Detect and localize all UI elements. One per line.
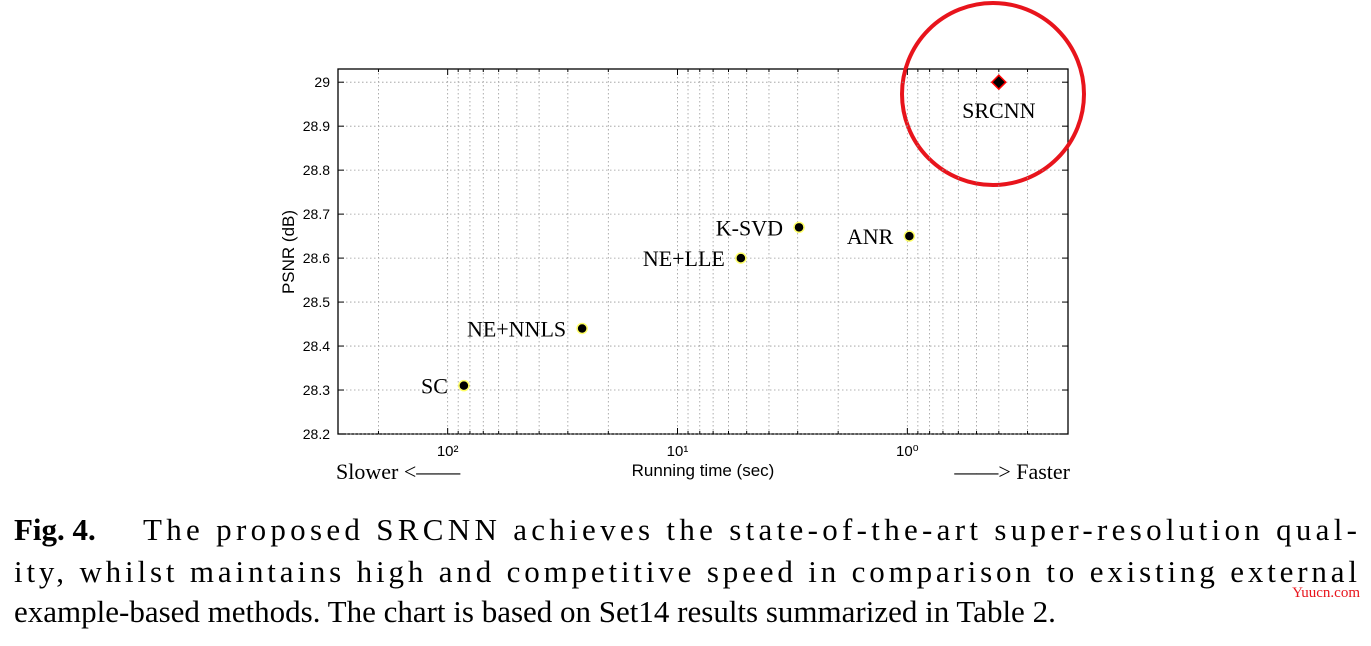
caption-label: Fig. 4. — [14, 512, 96, 547]
faster-note: ——> Faster — [953, 459, 1070, 484]
caption-line: ity, whilst maintains high and competiti… — [14, 554, 1357, 589]
y-tick-label: 28.2 — [303, 426, 330, 442]
point — [576, 322, 588, 335]
point — [903, 230, 916, 242]
x-tick-label: 10² — [437, 443, 459, 460]
point — [735, 252, 747, 264]
point — [793, 221, 805, 234]
caption-line: The proposed SRCNN achieves the state-of… — [143, 512, 1357, 547]
y-tick-label: 28.5 — [303, 294, 330, 310]
caption-line: example-based methods. The chart is base… — [14, 594, 1056, 629]
point-label: SC — [421, 374, 448, 399]
y-tick-label: 28.7 — [303, 206, 330, 222]
highlight-circle — [900, 1, 1086, 187]
point-label: SRCNN — [962, 98, 1035, 123]
x-tick-label: 10⁰ — [896, 443, 919, 460]
point — [458, 379, 470, 392]
y-axis-label: PSNR (dB) — [279, 210, 298, 294]
x-axis-label: Running time (sec) — [632, 461, 775, 480]
y-tick-label: 28.3 — [303, 382, 330, 398]
y-tick-label: 28.4 — [303, 338, 330, 354]
point — [990, 74, 1007, 91]
watermark: Yuucn.com — [1292, 585, 1360, 601]
slower-note: Slower <—— — [336, 459, 461, 484]
y-tick-label: 28.8 — [303, 162, 330, 178]
point-label: ANR — [847, 224, 894, 249]
y-tick-label: 28.6 — [303, 250, 330, 266]
point-label: K-SVD — [716, 215, 783, 240]
x-tick-label: 10¹ — [667, 443, 689, 460]
point-label: NE+LLE — [643, 246, 725, 271]
y-tick-label: 28.9 — [303, 118, 330, 134]
point-label: NE+NNLS — [467, 316, 566, 341]
y-tick-label: 29 — [314, 74, 330, 90]
